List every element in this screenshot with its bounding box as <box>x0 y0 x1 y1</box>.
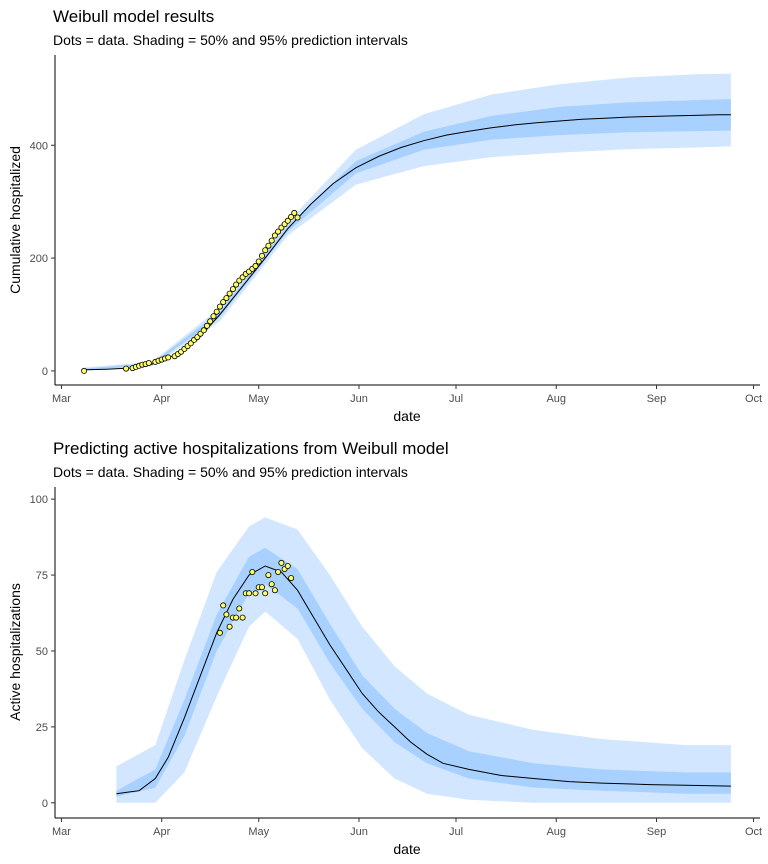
data-point <box>223 611 230 618</box>
data-point <box>284 563 291 570</box>
data-point <box>265 242 272 249</box>
prediction-band-pi95 <box>116 517 731 803</box>
data-point <box>284 217 291 224</box>
y-tick-label: 0 <box>42 798 48 810</box>
x-tick-label: Jul <box>449 393 463 405</box>
prediction-band-pi50 <box>84 99 731 371</box>
data-point <box>239 614 246 621</box>
data-point <box>145 359 152 366</box>
data-point <box>200 327 207 334</box>
data-point <box>220 299 227 306</box>
data-point <box>210 313 217 320</box>
data-point <box>252 590 259 597</box>
active-x-axis-label: date <box>393 841 420 857</box>
prediction-band-pi50 <box>116 547 731 797</box>
data-point <box>271 232 278 239</box>
data-point <box>258 584 265 591</box>
data-point <box>288 213 295 220</box>
active-y-axis-label: Active hospitalizations <box>7 583 23 721</box>
data-point <box>216 629 223 636</box>
x-tick-label: May <box>248 826 269 838</box>
x-tick-label: Sep <box>647 393 667 405</box>
data-point <box>268 237 275 244</box>
data-point <box>265 572 272 579</box>
data-point <box>275 228 282 235</box>
cumulative-x-axis-label: date <box>393 408 420 424</box>
cumulative-panel: Weibull model results Dots = data. Shadi… <box>7 7 762 424</box>
data-point <box>294 214 301 221</box>
y-tick-label: 400 <box>30 140 48 152</box>
cumulative-y-axis-label: Cumulative hospitalized <box>7 146 23 294</box>
data-point <box>207 318 214 325</box>
y-tick-label: 50 <box>36 646 48 658</box>
x-tick-label: Aug <box>546 826 566 838</box>
data-point <box>165 354 172 361</box>
data-point <box>278 559 285 566</box>
data-point <box>226 623 233 630</box>
x-tick-label: Apr <box>153 393 170 405</box>
data-point <box>216 303 223 310</box>
x-tick-label: Jun <box>350 826 368 838</box>
y-tick-label: 0 <box>42 366 48 378</box>
data-point <box>213 308 220 315</box>
data-point <box>252 262 259 269</box>
x-tick-label: Mar <box>52 393 71 405</box>
data-point <box>220 602 227 609</box>
data-point <box>81 367 88 374</box>
active-panel: Predicting active hospitalizations from … <box>7 439 762 857</box>
data-point <box>268 581 275 588</box>
data-point <box>262 590 269 597</box>
data-point <box>203 322 210 329</box>
y-tick-label: 100 <box>30 494 48 506</box>
x-tick-label: Aug <box>546 393 566 405</box>
x-tick-label: May <box>248 393 269 405</box>
active-plot-area: Mar Apr May Jun Jul Aug Sep Oct 0 25 50 75 100 <box>30 487 762 838</box>
data-point <box>275 569 282 576</box>
x-tick-label: Oct <box>745 826 762 838</box>
data-point <box>249 569 256 576</box>
y-tick-label: 200 <box>30 253 48 265</box>
data-point <box>271 587 278 594</box>
data-point <box>262 247 269 254</box>
y-tick-label: 25 <box>36 722 48 734</box>
data-point <box>233 281 240 288</box>
prediction-band-pi95 <box>84 73 731 371</box>
data-point <box>258 252 265 259</box>
data-point <box>236 605 243 612</box>
active-chart-subtitle: Dots = data. Shading = 50% and 95% predi… <box>53 464 408 480</box>
median-line <box>116 565 731 795</box>
data-point <box>226 290 233 297</box>
x-tick-label: Jul <box>449 826 463 838</box>
data-point <box>288 575 295 582</box>
x-tick-label: Mar <box>52 826 71 838</box>
cumulative-plot-area: Mar Apr May Jun Jul Aug Sep Oct 0 200 400 <box>30 55 762 405</box>
data-point <box>223 295 230 302</box>
data-point <box>229 286 236 293</box>
cumulative-chart-title: Weibull model results <box>53 7 214 26</box>
x-tick-label: Oct <box>745 393 762 405</box>
data-point <box>233 614 240 621</box>
x-tick-label: Apr <box>153 826 170 838</box>
x-tick-label: Jun <box>350 393 368 405</box>
data-point <box>255 258 262 265</box>
active-chart-title: Predicting active hospitalizations from … <box>53 439 449 458</box>
data-point <box>123 365 130 372</box>
y-tick-label: 75 <box>36 570 48 582</box>
data-point <box>291 209 298 216</box>
cumulative-chart-subtitle: Dots = data. Shading = 50% and 95% predi… <box>53 32 408 48</box>
data-point <box>245 590 252 597</box>
x-tick-label: Sep <box>647 826 667 838</box>
